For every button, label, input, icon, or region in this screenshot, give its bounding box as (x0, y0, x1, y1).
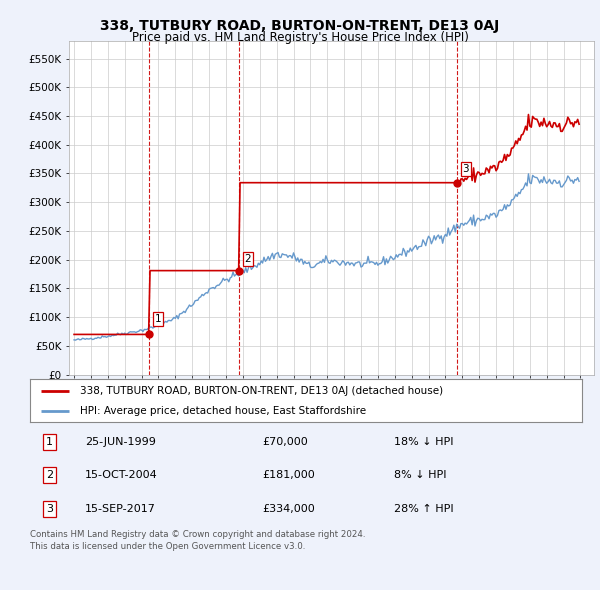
Text: 8% ↓ HPI: 8% ↓ HPI (394, 470, 447, 480)
Text: £70,000: £70,000 (262, 437, 308, 447)
Text: HPI: Average price, detached house, East Staffordshire: HPI: Average price, detached house, East… (80, 407, 366, 416)
Text: £334,000: £334,000 (262, 504, 314, 514)
Text: 1: 1 (154, 314, 161, 324)
Text: 25-JUN-1999: 25-JUN-1999 (85, 437, 156, 447)
Text: 338, TUTBURY ROAD, BURTON-ON-TRENT, DE13 0AJ: 338, TUTBURY ROAD, BURTON-ON-TRENT, DE13… (100, 19, 500, 33)
Text: 15-SEP-2017: 15-SEP-2017 (85, 504, 156, 514)
Text: Price paid vs. HM Land Registry's House Price Index (HPI): Price paid vs. HM Land Registry's House … (131, 31, 469, 44)
Text: 2: 2 (46, 470, 53, 480)
Text: 338, TUTBURY ROAD, BURTON-ON-TRENT, DE13 0AJ (detached house): 338, TUTBURY ROAD, BURTON-ON-TRENT, DE13… (80, 386, 443, 396)
Text: 18% ↓ HPI: 18% ↓ HPI (394, 437, 454, 447)
Text: 15-OCT-2004: 15-OCT-2004 (85, 470, 158, 480)
Text: 1: 1 (46, 437, 53, 447)
Text: Contains HM Land Registry data © Crown copyright and database right 2024.
This d: Contains HM Land Registry data © Crown c… (30, 530, 365, 551)
Text: 3: 3 (46, 504, 53, 514)
Text: 3: 3 (463, 164, 469, 174)
Text: 2: 2 (244, 254, 251, 264)
Text: 28% ↑ HPI: 28% ↑ HPI (394, 504, 454, 514)
Text: £181,000: £181,000 (262, 470, 314, 480)
